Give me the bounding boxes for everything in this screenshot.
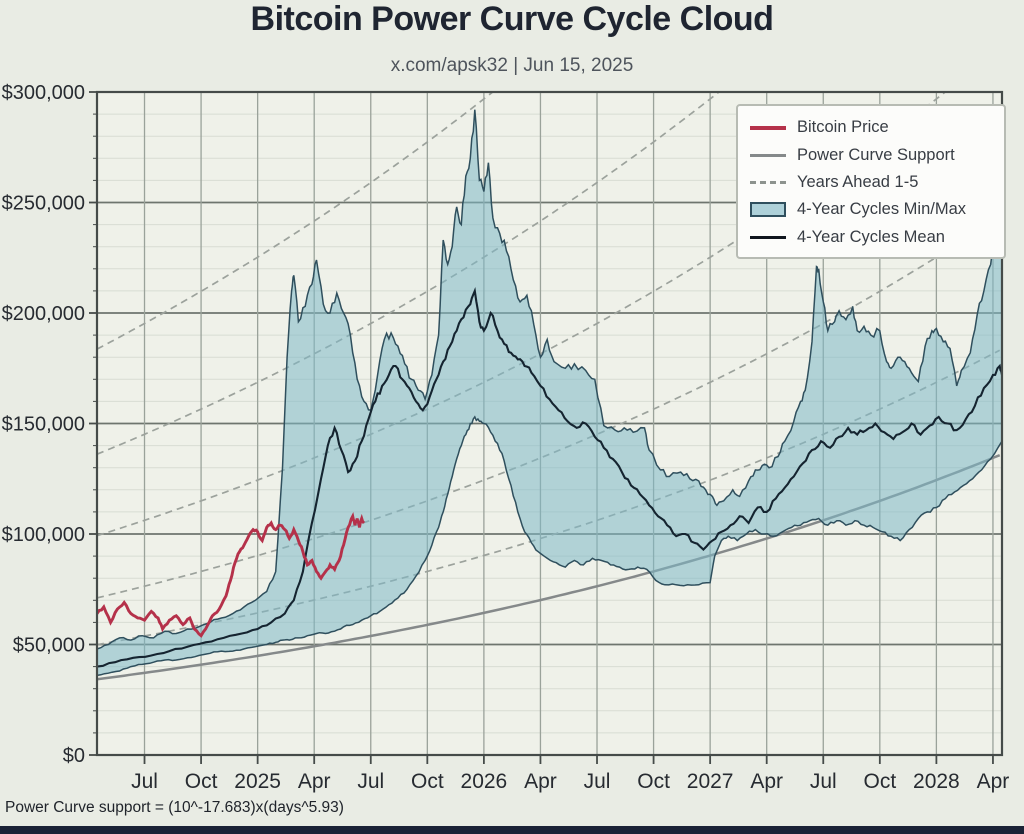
x-tick-label: Apr [750,770,783,793]
legend-label: 4-Year Cycles Min/Max [797,200,967,219]
x-tick-label: Oct [411,770,444,793]
cycles-mean-line [97,286,1002,668]
legend-label: Years Ahead 1-5 [797,172,919,191]
x-tick-label: Jul [584,770,611,793]
y-tick-label: $300,000 [2,82,85,104]
power-curve-support-line-swatch [750,153,786,157]
x-tick-label: Jul [357,770,384,793]
y-tick-label: $100,000 [2,524,85,546]
chart-subtitle: x.com/apsk32 | Jun 15, 2025 [390,55,634,76]
bitcoin-price-line-swatch [750,125,786,130]
legend-item-cycles-minmax: 4-Year Cycles Min/Max [750,200,996,219]
axis-ticks-and-labels: Jul Oct 2025 Apr Jul Oct 2026 Apr Jul Oct 2027 Apr J… [2,82,1010,793]
x-tick-label: 2025 [234,770,281,793]
x-tick-label: Oct [863,770,896,793]
cycles-min-outline [97,415,1002,677]
x-tick-label: Apr [298,770,331,793]
years-ahead-dashed-swatch [750,180,786,184]
x-tick-label: Apr [524,770,557,793]
x-tick-label: Oct [185,770,218,793]
x-tick-label: 2027 [687,770,734,793]
legend-label: Power Curve Support [797,145,955,164]
x-tick-label: 2028 [913,770,960,793]
x-tick-label: 2026 [461,770,508,793]
legend-box: Bitcoin Price Power Curve Support Years … [736,104,1006,259]
legend-item-years-ahead: Years Ahead 1-5 [750,173,996,192]
legend-label: 4-Year Cycles Mean [797,227,945,246]
bitcoin-price-line [97,511,366,638]
y-tick-label: $150,000 [2,414,85,436]
y-tick-label: $250,000 [2,193,85,215]
bottom-bar [0,826,1024,834]
power-curve-formula: Power Curve support = (10^-17.683)x(days… [5,799,344,816]
legend-label: Bitcoin Price [797,118,889,137]
grid-layer [97,92,1002,755]
legend-item-cycles-mean: 4-Year Cycles Mean [750,228,996,247]
y-tick-label: $200,000 [2,303,85,325]
years-ahead-5-curve [97,92,495,350]
cycles-minmax-band [97,109,1002,676]
x-tick-label: Apr [977,770,1010,793]
legend-item-power-curve-support: Power Curve Support [750,146,996,165]
cycles-max-outline [97,109,1002,650]
plot-layer [97,92,1002,681]
x-tick-label: Jul [810,770,837,793]
cycles-mean-line-swatch [750,235,786,239]
chart-title: Bitcoin Power Curve Cycle Cloud [250,0,774,38]
cycles-minmax-band-swatch [750,202,786,218]
x-tick-label: Oct [637,770,670,793]
x-tick-label: Jul [131,770,158,793]
y-tick-label: $0 [63,745,85,767]
y-tick-label: $50,000 [13,635,85,657]
legend-item-bitcoin-price: Bitcoin Price [750,118,996,137]
